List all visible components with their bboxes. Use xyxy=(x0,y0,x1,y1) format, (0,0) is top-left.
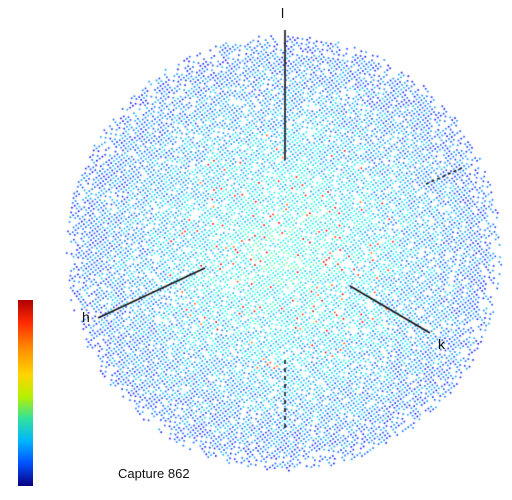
axis-label-k: k xyxy=(438,336,445,352)
axis-label-l: l xyxy=(281,5,285,21)
capture-caption: Capture 862 xyxy=(118,466,190,481)
axis-label-h: h xyxy=(82,309,90,325)
colorbar xyxy=(18,300,33,486)
